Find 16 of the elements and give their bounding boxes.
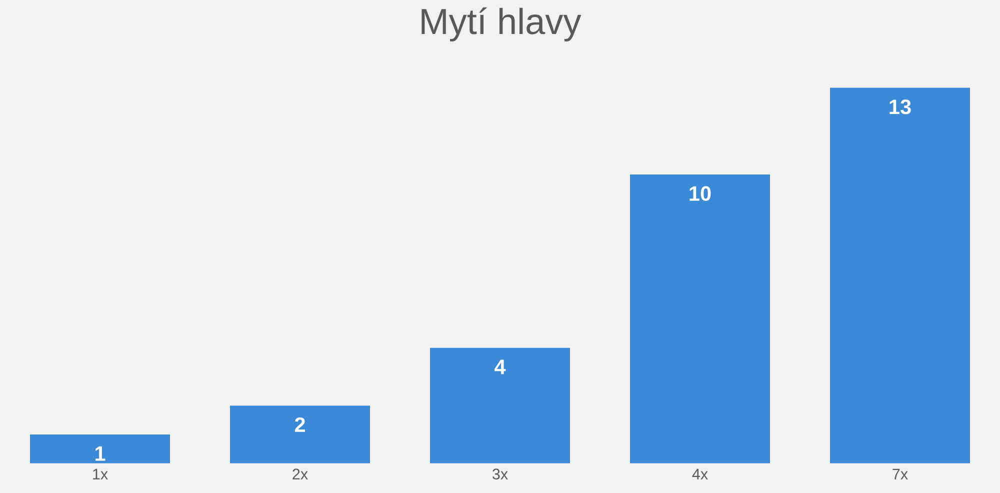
bar bbox=[830, 88, 970, 464]
x-tick-label: 3x bbox=[492, 468, 508, 480]
bar bbox=[430, 348, 570, 464]
data-label: 10 bbox=[690, 186, 711, 201]
x-tick-label: 1x bbox=[93, 468, 108, 480]
chart-title: Mytí hlavy bbox=[422, 7, 582, 42]
x-tick-label: 4x bbox=[692, 468, 708, 480]
data-label: 1 bbox=[96, 446, 106, 461]
x-tick-label: 7x bbox=[892, 468, 908, 480]
x-tick-label: 2x bbox=[292, 468, 308, 480]
bar bbox=[230, 406, 370, 464]
data-label: 13 bbox=[890, 99, 911, 114]
bar bbox=[630, 174, 770, 464]
bar bbox=[30, 434, 170, 464]
data-label: 4 bbox=[494, 360, 506, 374]
data-label: 2 bbox=[294, 417, 305, 432]
